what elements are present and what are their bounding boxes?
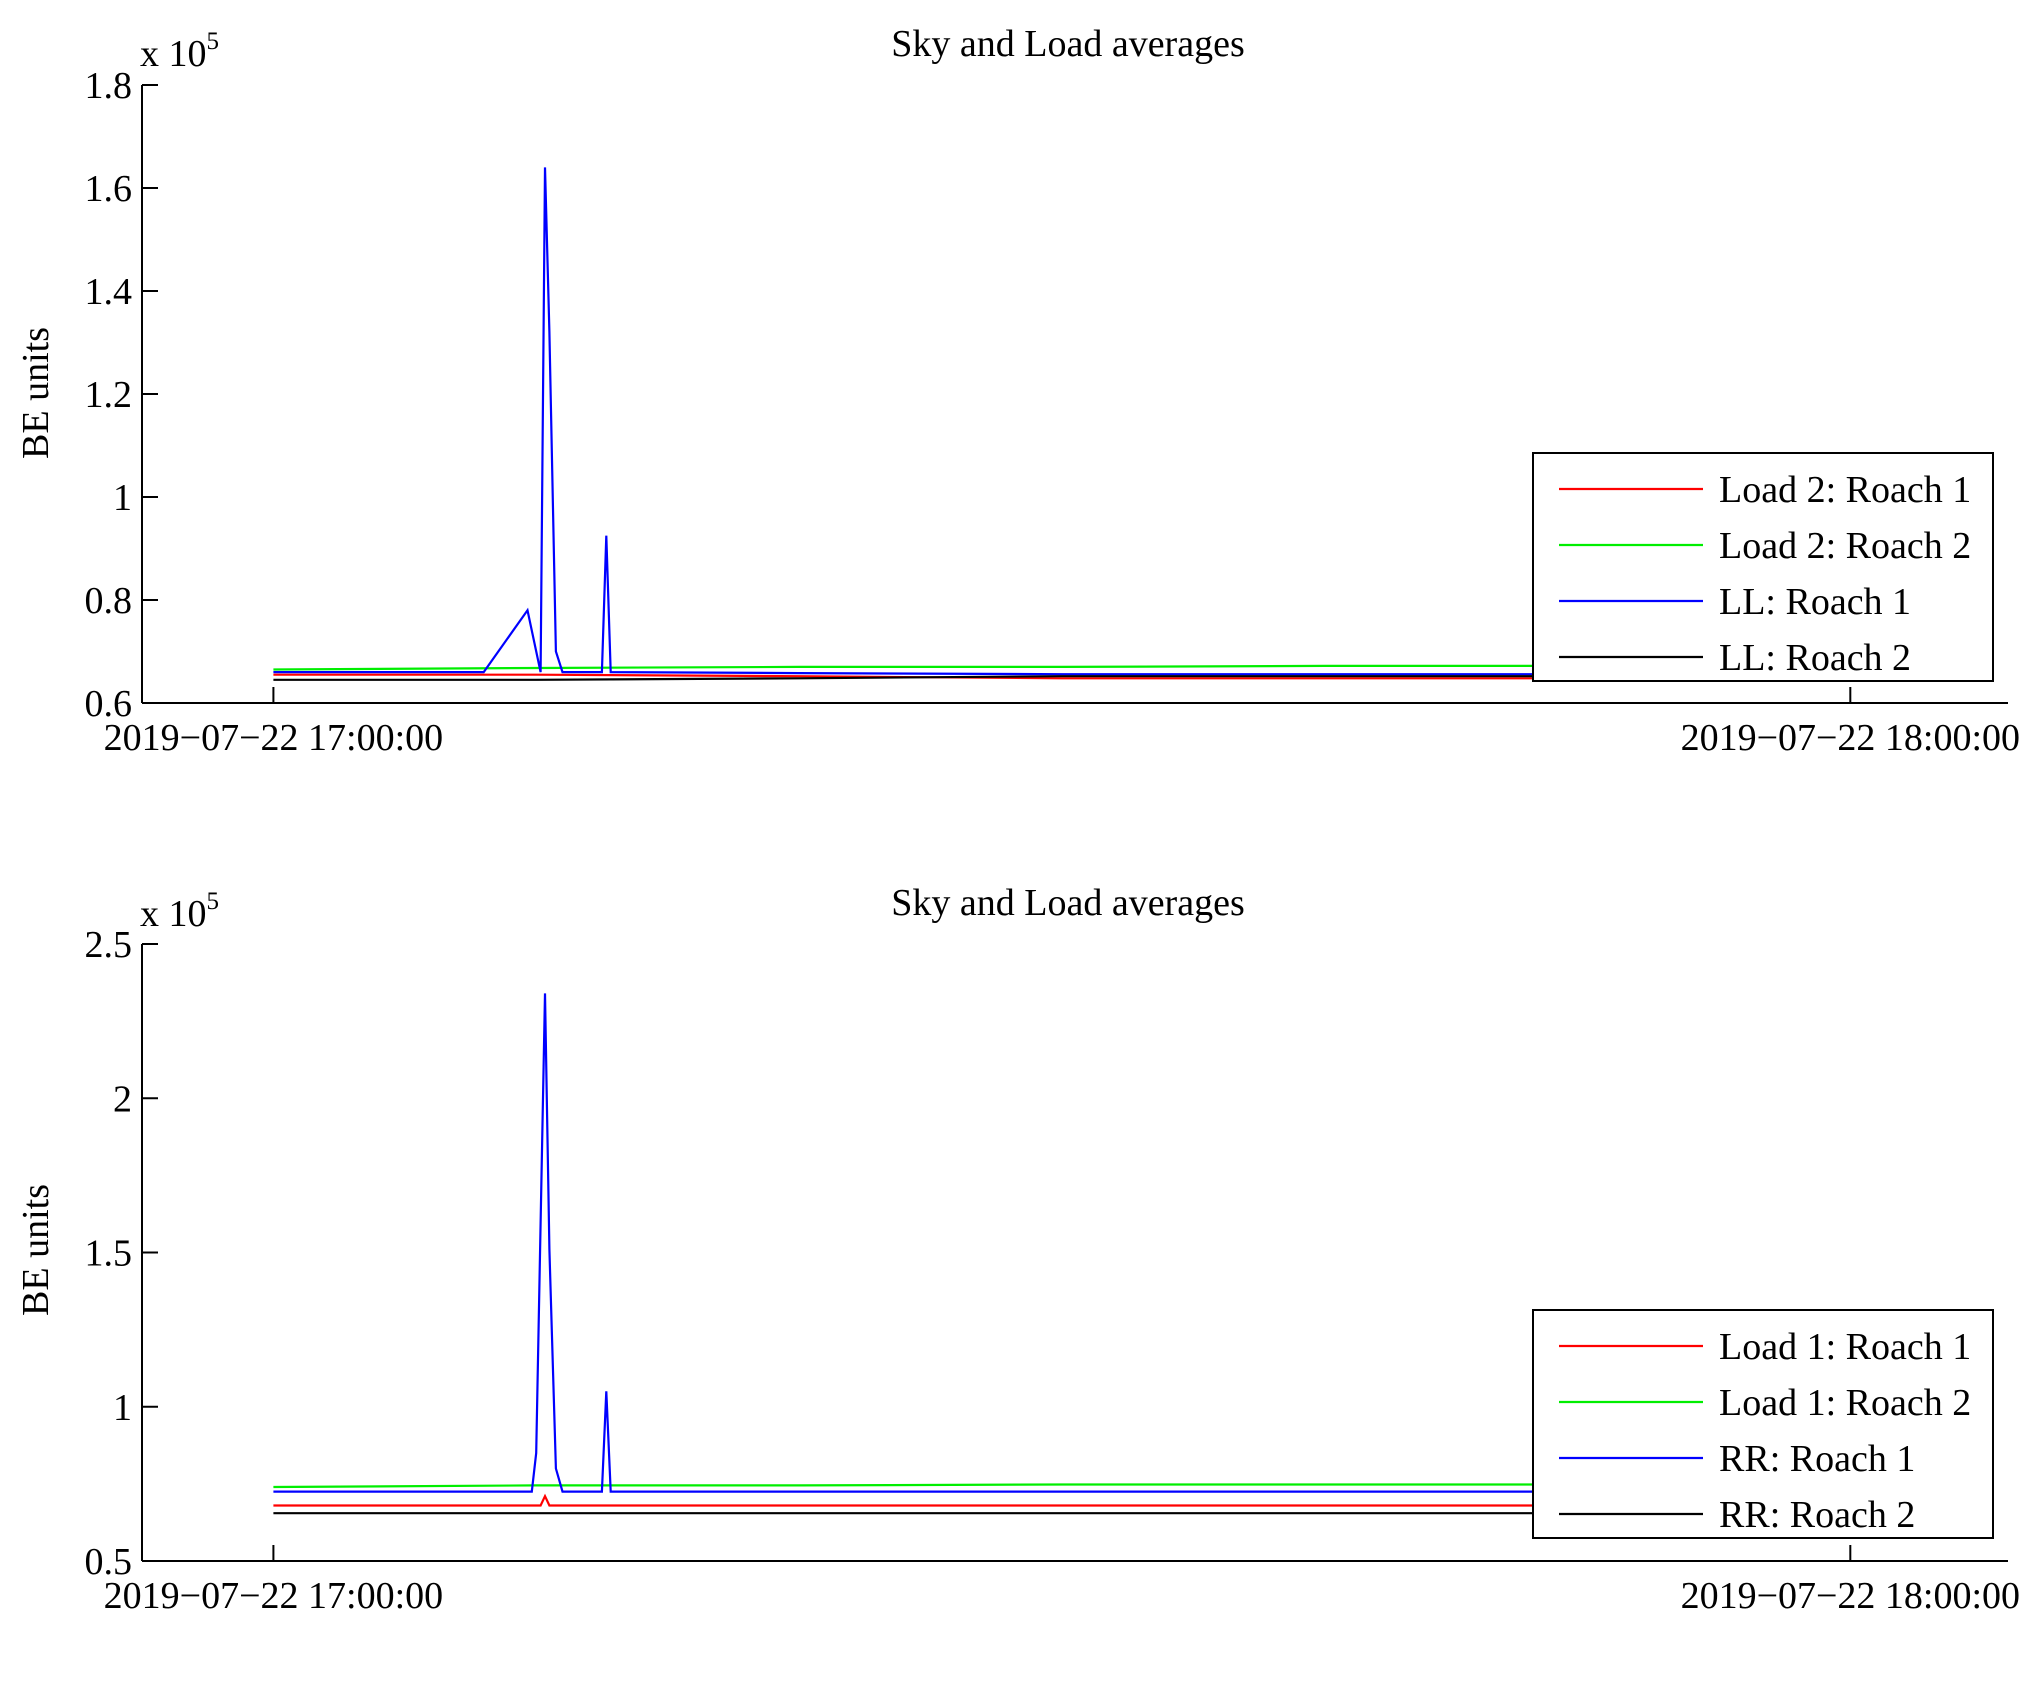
y-tick-label: 1 xyxy=(113,1387,132,1429)
chart-title: Sky and Load averages xyxy=(891,23,1245,65)
y-multiplier-exponent: 5 xyxy=(207,888,220,915)
legend-label: Load 2: Roach 2 xyxy=(1719,525,1971,567)
series-line xyxy=(273,993,1798,1493)
y-tick-label: 0.6 xyxy=(85,683,133,725)
chart-panel-top: Sky and Load averages x 105 BE units 0.6… xyxy=(15,23,2020,759)
y-tick-label: 1.2 xyxy=(85,374,133,416)
y-multiplier-base: x 10 xyxy=(140,33,207,75)
x-ticks: 2019−07−22 17:00:00 2019−07−22 18:00:00 xyxy=(104,687,2020,759)
x-tick-label: 2019−07−22 18:00:00 xyxy=(1681,717,2020,759)
y-tick-label: 2.5 xyxy=(85,924,133,966)
chart-title: Sky and Load averages xyxy=(891,882,1245,924)
legend-label: Load 1: Roach 1 xyxy=(1719,1326,1971,1368)
y-tick-label: 1.4 xyxy=(85,271,133,313)
x-ticks: 2019−07−22 17:00:00 2019−07−22 18:00:00 xyxy=(104,1545,2020,1617)
y-multiplier-exponent: 5 xyxy=(207,28,220,55)
legend: Load 1: Roach 1 Load 1: Roach 2 RR: Roach … xyxy=(1532,1309,1994,1539)
y-tick-label: 2 xyxy=(113,1078,132,1120)
y-multiplier-base: x 10 xyxy=(140,893,207,935)
chart-panel-bottom: Sky and Load averages x 105 BE units 0.5… xyxy=(15,882,2020,1617)
y-tick-label: 1.5 xyxy=(85,1233,133,1275)
legend-label: RR: Roach 1 xyxy=(1719,1438,1915,1480)
y-multiplier: x 105 xyxy=(140,888,219,935)
series-line xyxy=(273,167,1798,676)
legend-label: LL: Roach 1 xyxy=(1719,581,1911,623)
legend-label: LL: Roach 2 xyxy=(1719,637,1911,679)
y-tick-label: 1.8 xyxy=(85,65,133,107)
series-line xyxy=(273,1493,1798,1507)
legend-box xyxy=(1532,1309,1994,1539)
y-multiplier: x 105 xyxy=(140,28,219,75)
legend-label: Load 1: Roach 2 xyxy=(1719,1382,1971,1424)
legend-box xyxy=(1532,452,1994,682)
y-axis-label: BE units xyxy=(15,327,57,459)
y-axis-label: BE units xyxy=(15,1184,57,1316)
x-tick-label: 2019−07−22 17:00:00 xyxy=(104,1575,443,1617)
y-tick-label: 0.8 xyxy=(85,580,133,622)
x-tick-label: 2019−07−22 18:00:00 xyxy=(1681,1575,2020,1617)
y-ticks: 0.6 0.8 1 1.2 1.4 1.6 1.8 xyxy=(85,65,158,725)
y-tick-label: 1 xyxy=(113,477,132,519)
legend-label: RR: Roach 2 xyxy=(1719,1494,1915,1536)
legend-label: Load 2: Roach 1 xyxy=(1719,469,1971,511)
y-ticks: 0.5 1 1.5 2 2.5 xyxy=(85,924,158,1583)
x-tick-label: 2019−07−22 17:00:00 xyxy=(104,717,443,759)
y-tick-label: 0.5 xyxy=(85,1541,133,1583)
y-tick-label: 1.6 xyxy=(85,168,133,210)
legend: Load 2: Roach 1 Load 2: Roach 2 LL: Roach … xyxy=(1532,452,1994,682)
